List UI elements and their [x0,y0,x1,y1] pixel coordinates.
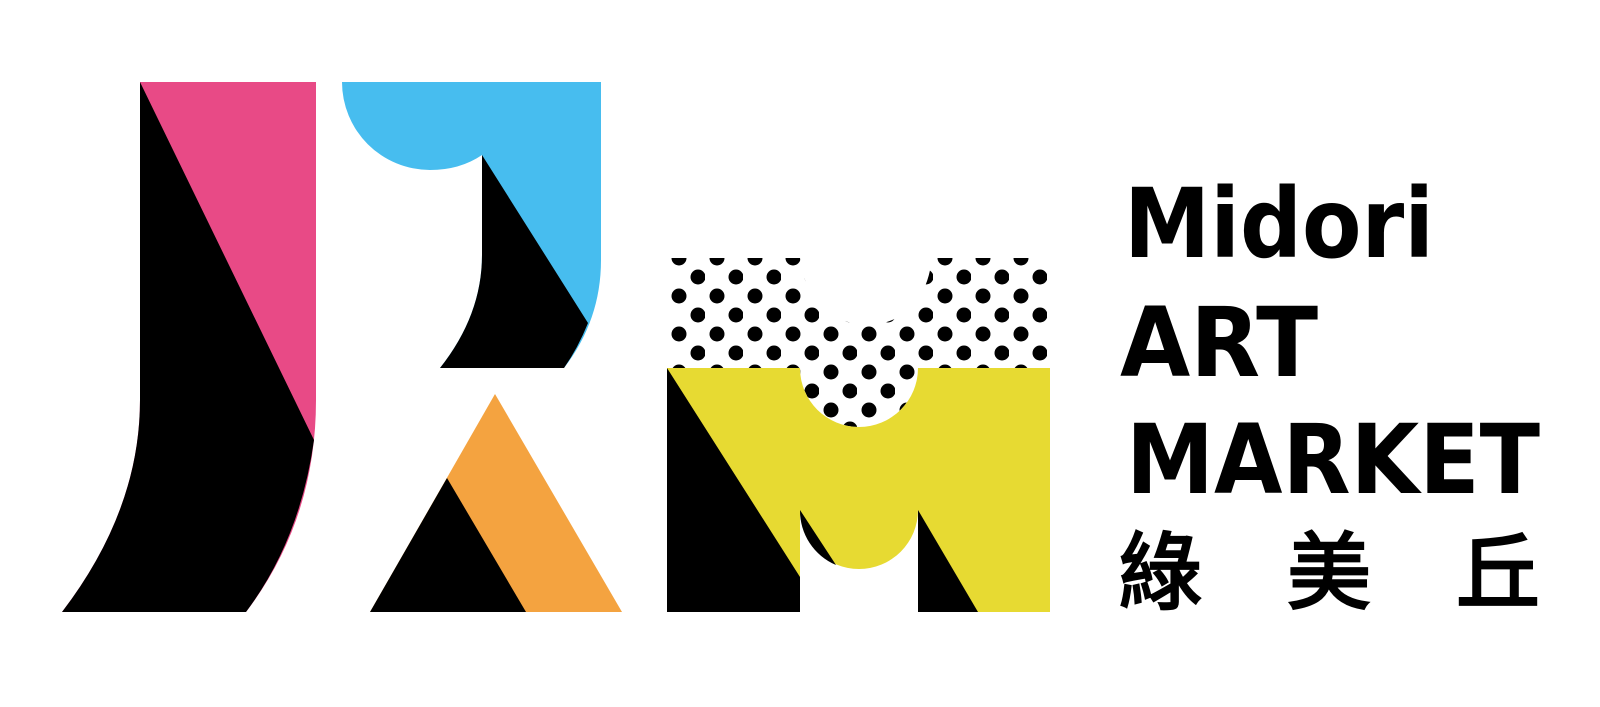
wordmark: Midori ART MARKET 綠 美 丘 [1118,168,1540,622]
monogram-j [62,82,316,612]
m-black-middle [799,510,836,565]
j-black-shape [62,82,314,612]
wordmark-art: ART [1120,287,1318,399]
m-black-right [918,510,978,612]
wordmark-market: MARKET [1126,404,1540,516]
monogram-m [667,258,1050,612]
monogram-r [342,82,622,612]
m-dotted-top [667,258,1050,427]
m-black-left [667,368,800,612]
r-black-shape [440,155,588,368]
r-black-leg [370,478,526,612]
wordmark-midori: Midori [1124,168,1434,280]
wordmark-chinese: 綠 美 丘 [1118,524,1540,622]
